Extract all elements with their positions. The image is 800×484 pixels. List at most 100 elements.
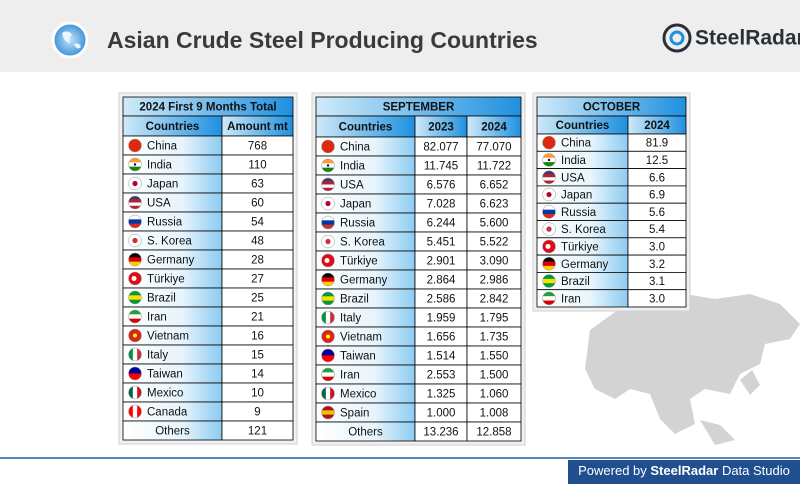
cell-value: 1.500 <box>480 370 509 382</box>
column-header: Amount mt <box>227 121 288 133</box>
flag-stripe <box>542 274 556 280</box>
cell-value: 768 <box>248 141 267 153</box>
logo: SteelRadar <box>662 23 800 53</box>
flag-stripe <box>132 405 138 418</box>
cell-value: 11.722 <box>477 161 511 173</box>
cell-value: 5.4 <box>649 224 666 236</box>
country-name: S. Korea <box>340 237 385 249</box>
country-name: Canada <box>147 407 188 419</box>
cell-value: 1.060 <box>480 389 509 401</box>
flag <box>128 386 142 399</box>
country-name: Taiwan <box>340 351 376 363</box>
flag-border <box>321 367 335 382</box>
flag-stripe <box>321 414 335 419</box>
flag <box>128 367 142 380</box>
cell-value: 121 <box>248 426 267 438</box>
flag-stripe <box>321 376 335 381</box>
flag-stripe <box>321 159 335 164</box>
flag-dot <box>546 226 552 232</box>
country-name: India <box>561 155 587 167</box>
country-name: Taiwan <box>147 369 183 381</box>
flag-stripe <box>321 220 335 225</box>
country-name: Mexico <box>147 388 183 400</box>
flag-stripe <box>542 296 556 301</box>
cell-value: 6.244 <box>427 218 456 230</box>
flag-stripe <box>321 178 335 182</box>
flag <box>542 153 556 167</box>
flag <box>128 234 142 247</box>
cell-value: 3.0 <box>649 293 665 305</box>
title: Asian Crude Steel Producing Countries <box>107 27 538 53</box>
cell-value: 81.9 <box>646 138 668 150</box>
globe-land <box>62 31 81 49</box>
flag <box>321 273 335 286</box>
flag-dot <box>545 243 551 249</box>
flag-stripe <box>321 224 335 229</box>
flag-stripe <box>542 177 556 181</box>
flag-stripe <box>542 205 556 210</box>
flag-stripe <box>128 257 142 262</box>
flag-border <box>542 135 556 150</box>
flag <box>321 216 335 229</box>
flag-border <box>321 253 335 268</box>
flag-stripe <box>542 162 556 167</box>
flag-border <box>321 405 335 420</box>
country-name: China <box>561 138 592 150</box>
cell-value: 2.586 <box>427 294 456 306</box>
country-name: Brazil <box>147 293 176 305</box>
cell-value: 28 <box>251 255 264 267</box>
flag-border <box>128 385 142 400</box>
flag-stripe <box>128 261 142 266</box>
cell-value: 48 <box>251 236 264 248</box>
flag-border <box>321 234 335 249</box>
globe-icon <box>51 21 89 59</box>
flag-stripe <box>542 257 556 262</box>
flag-stripe <box>132 386 138 399</box>
table-title: 2024 First 9 Months Total <box>139 102 276 114</box>
cell-value: 6.6 <box>649 172 665 184</box>
flag-dot <box>325 238 331 245</box>
flag-border <box>542 239 556 254</box>
country-name: USA <box>147 198 171 210</box>
footer-box <box>568 460 800 484</box>
country-name: USA <box>561 172 585 184</box>
flag-dot <box>133 333 137 338</box>
cell-value: 60 <box>251 198 264 210</box>
flag-stripe <box>132 348 138 361</box>
flag <box>542 205 556 219</box>
asia-map <box>585 294 800 445</box>
table-title: OCTOBER <box>583 102 641 114</box>
cell-value: 6.652 <box>480 180 509 192</box>
flag <box>321 140 335 153</box>
flag-border <box>542 291 556 306</box>
flag-stripe <box>128 223 142 228</box>
column-header: 2023 <box>428 122 454 134</box>
flag <box>321 235 335 248</box>
flag-border <box>128 176 142 191</box>
flag-border <box>321 196 335 211</box>
country-name: Germany <box>561 259 609 271</box>
flag-stripe <box>321 181 335 185</box>
flag-stripe <box>321 368 335 373</box>
flag-border <box>128 290 142 305</box>
flag-stripe <box>128 299 142 304</box>
flag-stripe <box>321 167 335 172</box>
logo-icon <box>662 23 692 53</box>
cell-value: 11.745 <box>424 161 458 173</box>
flag-dot <box>326 164 330 167</box>
cell-value: 13.236 <box>423 427 458 439</box>
flag <box>128 310 142 323</box>
flag-stripe <box>321 355 335 362</box>
flag <box>542 257 556 271</box>
table: SEPTEMBER Countries 2023 2024 China 82.077 77.… <box>311 92 526 446</box>
flag-stripe <box>321 311 327 324</box>
country-name: India <box>147 160 173 172</box>
country-name: Brazil <box>340 294 369 306</box>
flag <box>542 274 556 288</box>
flag-stripe <box>542 283 556 288</box>
flag <box>542 291 556 305</box>
flag-border <box>128 195 142 210</box>
cell-value: 14 <box>251 369 264 381</box>
cell-value: 21 <box>251 312 264 324</box>
